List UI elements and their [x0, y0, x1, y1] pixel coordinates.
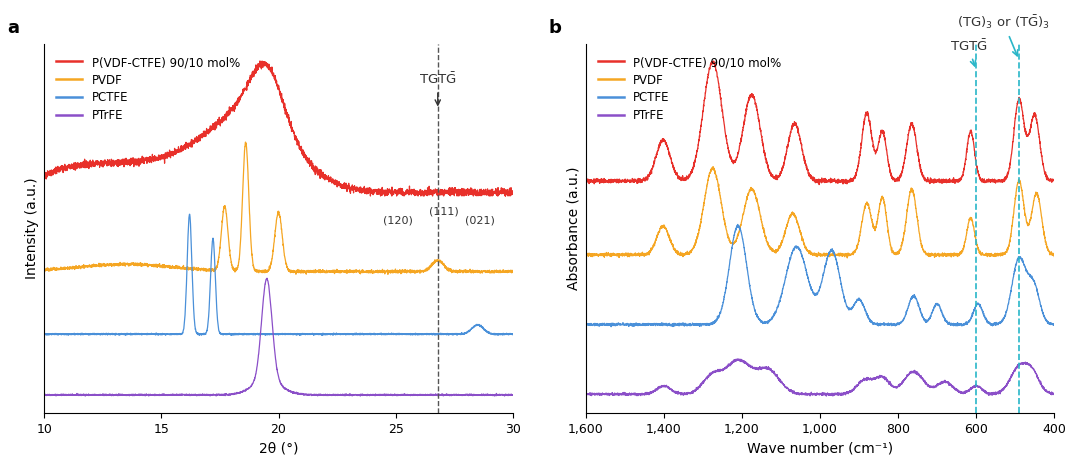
- Text: (021): (021): [465, 216, 495, 226]
- Text: $(\mathrm{TG})_3$ or $(\mathrm{T}\bar{\mathrm{G}})_3$: $(\mathrm{TG})_3$ or $(\mathrm{T}\bar{\m…: [957, 14, 1050, 56]
- X-axis label: Wave number (cm⁻¹): Wave number (cm⁻¹): [747, 441, 893, 455]
- Legend: P(VDF-CTFE) 90/10 mol%, PVDF, PCTFE, PTrFE: P(VDF-CTFE) 90/10 mol%, PVDF, PCTFE, PTr…: [592, 50, 787, 128]
- Y-axis label: Intensity (a.u.): Intensity (a.u.): [25, 178, 39, 280]
- Text: (120): (120): [383, 216, 413, 226]
- Legend: P(VDF-CTFE) 90/10 mol%, PVDF, PCTFE, PTrFE: P(VDF-CTFE) 90/10 mol%, PVDF, PCTFE, PTr…: [51, 50, 246, 128]
- X-axis label: 2θ (°): 2θ (°): [259, 441, 298, 455]
- Text: TGT$\bar{\mathrm{G}}$: TGT$\bar{\mathrm{G}}$: [949, 38, 987, 66]
- Text: a: a: [6, 19, 18, 37]
- Text: b: b: [549, 19, 562, 37]
- Text: TGT$\bar{\mathrm{G}}$: TGT$\bar{\mathrm{G}}$: [419, 72, 457, 105]
- Y-axis label: Absorbance (a.u.): Absorbance (a.u.): [566, 167, 580, 290]
- Text: (111): (111): [429, 206, 459, 216]
